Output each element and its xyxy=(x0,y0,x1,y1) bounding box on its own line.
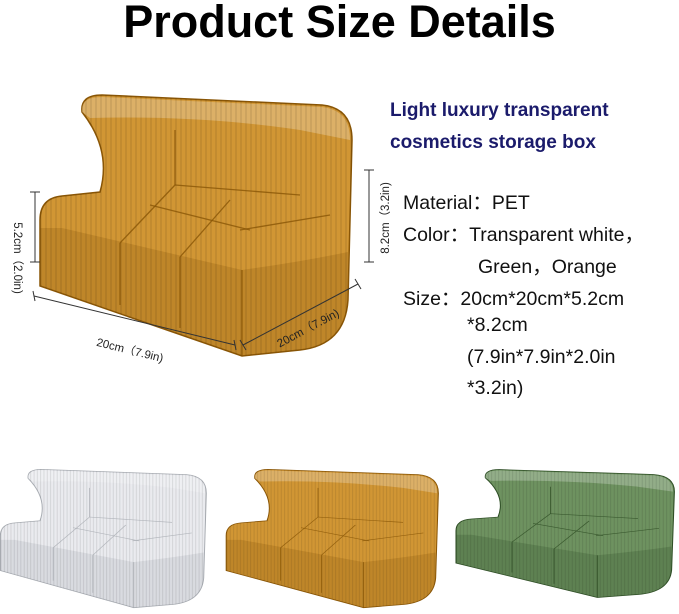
spec-size-cont: *8.2cm xyxy=(467,314,528,336)
box-divider xyxy=(52,516,90,549)
product-subtitle-line2: cosmetics storage box xyxy=(390,132,596,153)
spec-material: Material：PET xyxy=(403,192,530,214)
box-divider xyxy=(132,532,192,542)
box-divider xyxy=(89,516,173,523)
box-divider xyxy=(174,184,301,196)
box-divider xyxy=(511,513,551,543)
box-ribs xyxy=(226,469,439,608)
box-divider xyxy=(119,184,176,244)
variant-box-green xyxy=(455,469,675,598)
box-divider xyxy=(300,527,370,542)
dimension-front-height: 5.2cm（2.0in) xyxy=(11,222,23,294)
box-divider xyxy=(280,516,319,549)
dimension-back-height: 8.2cm（3.2in) xyxy=(380,182,392,254)
box-divider xyxy=(149,204,251,231)
variant-box-white xyxy=(0,468,207,609)
box-divider xyxy=(72,527,140,542)
box-divider xyxy=(239,214,331,231)
box-ribs xyxy=(0,469,207,608)
box-divider xyxy=(532,523,604,537)
product-subtitle-line1: Light luxury transparent xyxy=(390,100,609,121)
main-product-box xyxy=(39,94,353,357)
box-ribs xyxy=(40,95,352,356)
box-divider xyxy=(179,199,231,258)
spec-size-inch: (7.9in*7.9in*2.0in xyxy=(467,346,616,368)
box-divider xyxy=(317,516,404,523)
page-title: Product Size Details xyxy=(123,0,556,47)
spec-color: Color：Transparent white， xyxy=(403,224,644,246)
spec-color-cont: Green，Orange xyxy=(478,256,617,278)
spec-size-inch-cont: *3.2in) xyxy=(467,377,524,399)
box-ribs xyxy=(456,469,675,598)
dimension-lines xyxy=(30,169,374,351)
box-divider xyxy=(550,513,639,519)
box-divider xyxy=(92,524,127,556)
box-divider xyxy=(553,520,590,550)
box-divider xyxy=(362,532,424,542)
box-divider xyxy=(321,524,356,556)
box-divider xyxy=(595,528,660,537)
spec-size: Size：20cm*20cm*5.2cm xyxy=(403,288,625,310)
variant-box-orange xyxy=(225,468,439,609)
